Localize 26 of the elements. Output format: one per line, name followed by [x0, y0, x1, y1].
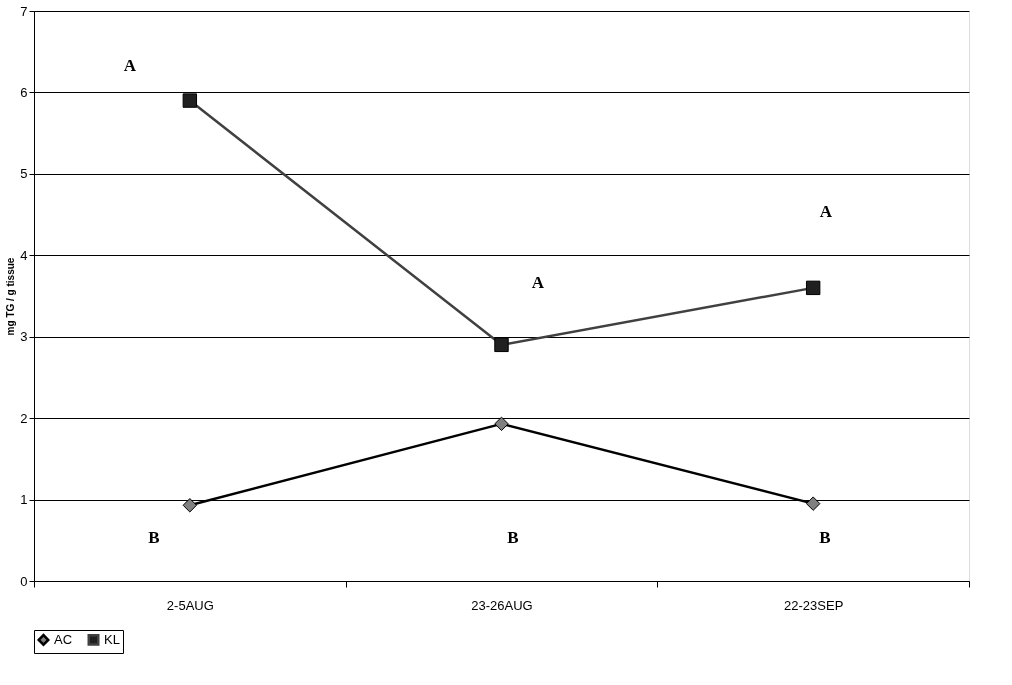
- y-tick-label: 0: [20, 573, 28, 589]
- annotation: A: [531, 273, 545, 292]
- annotation: B: [819, 528, 831, 547]
- y-tick-label: 3: [20, 329, 28, 345]
- legend-label: AC: [54, 631, 73, 647]
- y-tick-label: 7: [20, 3, 28, 19]
- point: [494, 337, 509, 353]
- annotation: B: [148, 528, 160, 547]
- point: [805, 496, 821, 511]
- x-tick-label: 23-26AUG: [471, 597, 533, 613]
- point: [182, 93, 198, 108]
- x-tick-label: 22-23SEP: [784, 597, 844, 613]
- y-tick-label: 1: [20, 492, 28, 508]
- y-tick-label: 5: [20, 166, 28, 182]
- x-tick-label: 2-5AUG: [166, 597, 214, 613]
- y-axis-title: mg TG / g tissue: [5, 257, 17, 336]
- legend-label: KL: [104, 631, 120, 647]
- point: [182, 498, 198, 513]
- point: [805, 280, 821, 296]
- y-tick-label: 2: [20, 410, 28, 426]
- annotation: B: [507, 528, 519, 547]
- annotation: A: [123, 56, 137, 75]
- y-tick-label: 6: [20, 84, 28, 100]
- y-tick-label: 4: [20, 247, 28, 263]
- annotation: A: [819, 202, 833, 221]
- point: [494, 416, 509, 432]
